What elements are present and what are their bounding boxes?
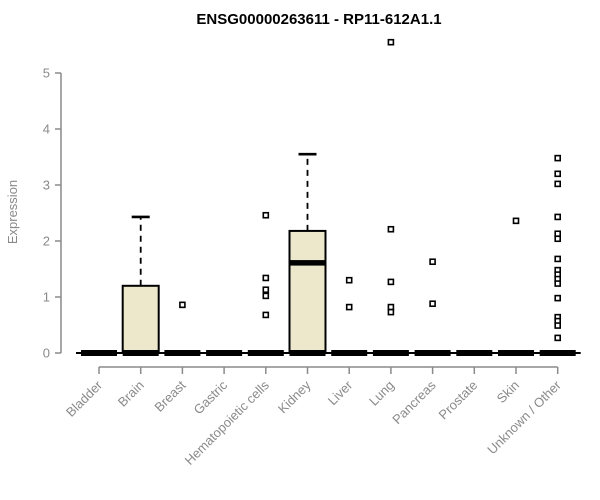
y-tick-label: 5 (43, 66, 50, 81)
y-tick-label: 4 (43, 122, 50, 137)
outlier-point (554, 255, 562, 263)
x-tick-label: Gastric (191, 377, 231, 417)
zero-bar (456, 350, 493, 356)
outlier-point (345, 276, 353, 284)
x-tick-label: Brain (115, 378, 147, 410)
zero-bar (498, 350, 534, 356)
outlier-point (262, 211, 270, 219)
box (288, 229, 327, 354)
zero-bar (122, 350, 159, 356)
zero-bar (289, 350, 326, 356)
outlier-point (262, 286, 270, 294)
outlier-point (262, 311, 270, 319)
zero-bar (414, 350, 451, 356)
outlier-point (387, 308, 395, 316)
zero-bar (539, 350, 576, 356)
zero-bar (331, 350, 368, 356)
outlier-point (179, 301, 186, 309)
outlier-point (554, 170, 562, 178)
zero-bar (372, 350, 409, 356)
outlier-point (429, 300, 436, 308)
outlier-point (554, 280, 562, 287)
zero-bar (206, 350, 243, 356)
x-tick-label: Unknown / Other (484, 377, 564, 457)
x-tick-label: Pancreas (389, 377, 439, 427)
outlier-point (387, 38, 395, 46)
x-tick-label: Kidney (275, 377, 314, 416)
outlier-point (429, 258, 436, 266)
x-tick-label: Bladder (63, 377, 106, 420)
outlier-point (554, 322, 562, 329)
y-axis-label: Expression (5, 180, 20, 244)
x-tick-label: Liver (325, 377, 356, 408)
outlier-point (387, 278, 395, 286)
outlier-point (387, 225, 395, 233)
zero-bar (81, 350, 117, 356)
box (121, 284, 160, 354)
outlier-point (554, 154, 562, 162)
outlier-point (262, 292, 270, 300)
median-line (289, 260, 326, 266)
x-tick-label: Lung (366, 378, 397, 409)
outlier-point (345, 303, 353, 311)
chart-title: ENSG00000263611 - RP11-612A1.1 (196, 11, 441, 28)
x-tick-label: Breast (151, 377, 188, 414)
outlier-point (554, 235, 562, 243)
zero-bar (164, 350, 201, 356)
outlier-point (512, 217, 520, 225)
y-tick-label: 2 (43, 234, 50, 249)
y-tick-label: 0 (43, 346, 50, 361)
outlier-point (262, 274, 270, 282)
y-tick-label: 3 (43, 178, 50, 193)
x-tick-label: Prostate (436, 378, 481, 423)
zero-bar (247, 350, 284, 356)
x-tick-label: Skin (494, 378, 522, 406)
outlier-point (554, 213, 562, 221)
outlier-point (554, 334, 562, 342)
y-tick-label: 1 (43, 290, 50, 305)
outlier-point (554, 180, 562, 188)
outlier-point (554, 294, 562, 302)
